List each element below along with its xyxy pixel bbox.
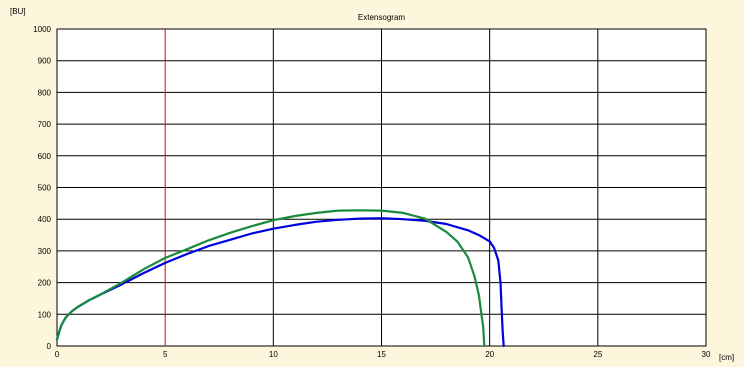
x-tick-label: 30 bbox=[702, 350, 711, 359]
x-tick-label: 15 bbox=[377, 350, 386, 359]
x-tick-label: 10 bbox=[269, 350, 278, 359]
series-layer bbox=[55, 209, 505, 348]
y-tick-label: 100 bbox=[38, 310, 52, 319]
y-tick-label: 500 bbox=[38, 184, 52, 193]
series-line-2 bbox=[55, 209, 486, 348]
x-tick-label: 25 bbox=[593, 350, 602, 359]
y-tick-label: 800 bbox=[38, 88, 52, 97]
y-tick-label: 0 bbox=[47, 342, 52, 351]
y-tick-label: 200 bbox=[38, 279, 52, 288]
y-tick-label: 600 bbox=[38, 152, 52, 161]
y-tick-label: 700 bbox=[38, 120, 52, 129]
x-tick-label: 0 bbox=[55, 350, 60, 359]
tick-labels: 0 100 200 300 400 500 600 700 800 900 1000 0 5 10 15 20… bbox=[33, 25, 711, 359]
y-tick-label: 900 bbox=[38, 57, 52, 66]
y-axis-unit: [BU] bbox=[10, 7, 26, 16]
x-tick-label: 20 bbox=[485, 350, 494, 359]
chart-title: Extensogram bbox=[358, 13, 405, 22]
x-axis-unit: [cm] bbox=[719, 353, 734, 362]
y-tick-label: 1000 bbox=[33, 25, 51, 34]
y-tick-label: 300 bbox=[38, 247, 52, 256]
x-tick-label: 5 bbox=[163, 350, 168, 359]
y-tick-label: 400 bbox=[38, 215, 52, 224]
